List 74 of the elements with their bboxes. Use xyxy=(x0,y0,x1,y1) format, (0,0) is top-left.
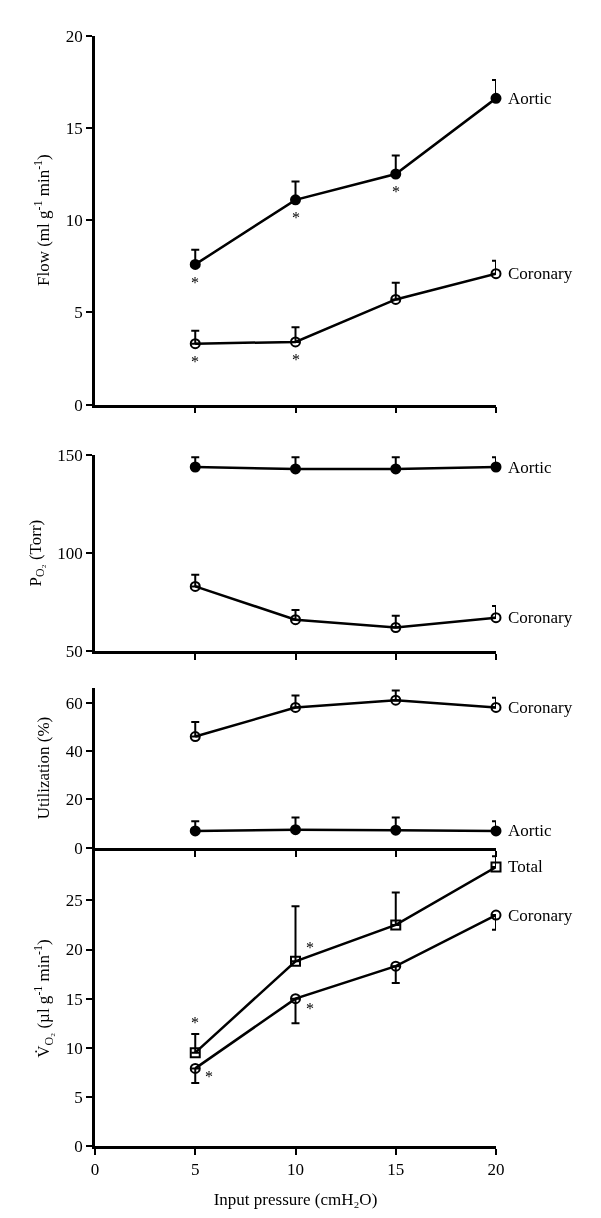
point xyxy=(189,580,201,592)
point xyxy=(390,919,402,931)
y-tick-label: 25 xyxy=(65,891,83,911)
point xyxy=(189,731,201,743)
annotation: * xyxy=(191,353,199,370)
point xyxy=(490,461,502,473)
point xyxy=(490,861,502,873)
y-tick-label: 60 xyxy=(65,693,83,713)
point xyxy=(490,825,502,837)
y-tick-label: 5 xyxy=(74,1087,83,1107)
series-label: Coronary xyxy=(508,698,573,717)
point xyxy=(390,694,402,706)
point xyxy=(189,1047,201,1059)
point xyxy=(290,993,301,1005)
point xyxy=(390,824,402,836)
point xyxy=(290,336,301,348)
annotation: * xyxy=(205,1068,213,1085)
series-label: Aortic xyxy=(508,89,552,108)
point xyxy=(490,701,502,713)
series-label: Coronary xyxy=(508,906,573,925)
point xyxy=(290,463,301,475)
series-label: Total xyxy=(508,857,543,876)
point xyxy=(290,701,301,713)
y-tick-label: 15 xyxy=(65,989,83,1009)
y-tick-label: 15 xyxy=(65,118,83,138)
x-tick-label: 20 xyxy=(487,1160,505,1180)
point xyxy=(189,1062,201,1074)
y-tick-label: 150 xyxy=(57,446,83,466)
annotation: * xyxy=(306,1000,314,1017)
point xyxy=(189,461,201,473)
y-tick-label: 20 xyxy=(65,26,83,46)
point xyxy=(490,268,502,280)
point xyxy=(189,338,201,350)
point xyxy=(390,960,402,972)
annotation: * xyxy=(191,1014,199,1031)
series-label: Coronary xyxy=(508,264,573,283)
y-tick-label: 10 xyxy=(65,211,83,231)
annotation: * xyxy=(392,183,400,200)
annotation: * xyxy=(306,939,314,956)
x-tick-label: 5 xyxy=(191,1160,200,1180)
x-tick-label: 0 xyxy=(90,1160,100,1180)
x-tick-label: 10 xyxy=(287,1160,304,1180)
y-tick-label: 5 xyxy=(74,303,83,323)
point xyxy=(390,293,402,305)
annotation: * xyxy=(292,351,300,368)
y-tick-label: 0 xyxy=(74,1136,83,1156)
y-tick-label: 20 xyxy=(65,940,83,960)
point xyxy=(490,92,502,104)
y-tick-label: 0 xyxy=(74,395,83,415)
y-axis-title: Utilization (%) xyxy=(34,716,54,820)
point xyxy=(390,622,402,634)
y-tick-label: 0 xyxy=(74,838,83,858)
y-tick-label: 20 xyxy=(65,790,83,810)
point xyxy=(290,824,301,836)
point xyxy=(290,194,301,206)
series-label: Coronary xyxy=(508,608,573,627)
point xyxy=(390,463,402,475)
y-tick-label: 100 xyxy=(57,544,83,564)
point xyxy=(290,614,301,626)
point xyxy=(490,909,502,921)
annotation: * xyxy=(191,274,199,291)
point xyxy=(189,825,201,837)
series-label: Aortic xyxy=(508,458,552,477)
y-tick-label: 50 xyxy=(65,641,83,661)
point xyxy=(189,258,201,270)
annotation: * xyxy=(292,209,300,226)
series-label: Aortic xyxy=(508,821,552,840)
point xyxy=(490,612,502,624)
x-axis-title: Input pressure (cmH₂O) xyxy=(213,1189,378,1209)
y-tick-label: 40 xyxy=(65,742,83,762)
y-tick-label: 10 xyxy=(65,1038,83,1058)
point xyxy=(290,955,301,967)
point xyxy=(390,168,402,180)
x-tick-label: 15 xyxy=(387,1160,405,1180)
